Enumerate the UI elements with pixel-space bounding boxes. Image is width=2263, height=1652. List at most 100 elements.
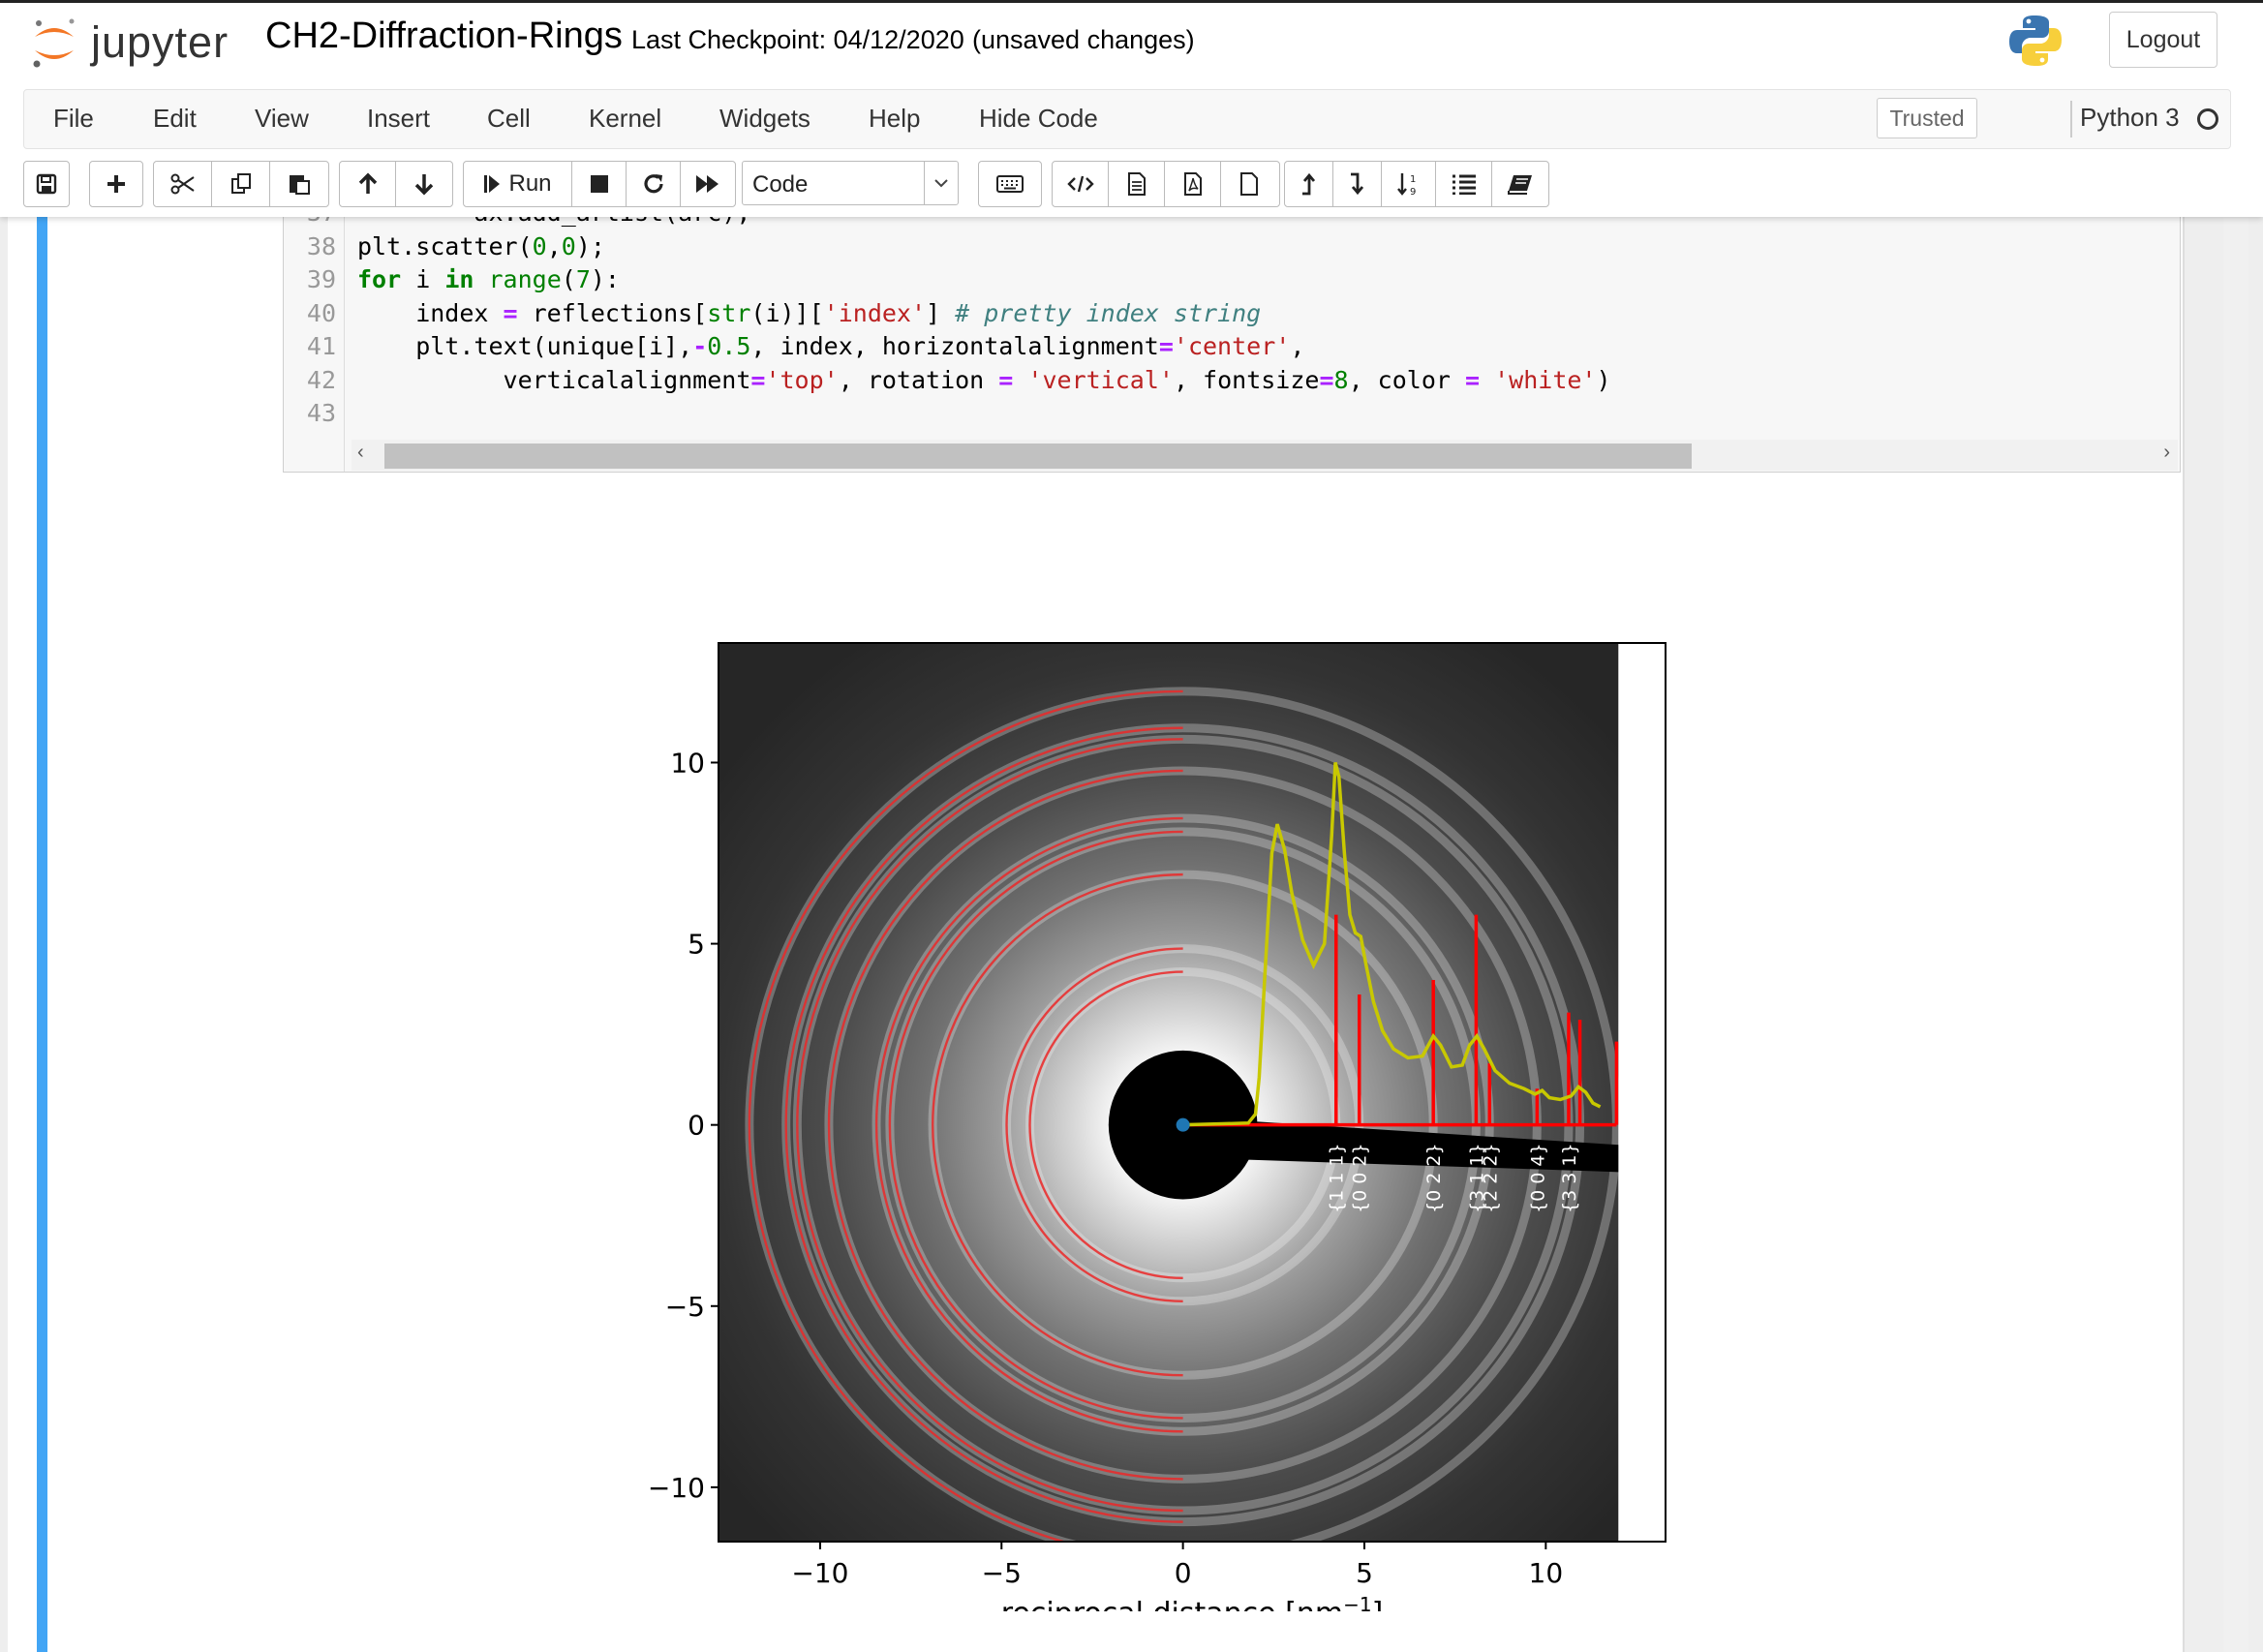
y-tick-label: 10 bbox=[670, 747, 705, 779]
python-logo-icon bbox=[2006, 12, 2064, 75]
restart-run-all-button[interactable] bbox=[681, 162, 735, 206]
copy-button[interactable] bbox=[212, 162, 270, 206]
code-source: for i in range(7): bbox=[357, 265, 620, 293]
interrupt-button[interactable] bbox=[572, 162, 627, 206]
code-line[interactable]: 38 plt.scatter(0,0); bbox=[284, 232, 2180, 265]
notebook-extension-button[interactable] bbox=[1492, 162, 1548, 206]
code-token: ( bbox=[561, 265, 576, 293]
menu-hide-code[interactable]: Hide Code bbox=[979, 104, 1098, 133]
code-token: , index, horizontalalignment bbox=[750, 332, 1159, 360]
code-token: = bbox=[503, 298, 518, 327]
ring-arc bbox=[828, 769, 1183, 1481]
list-icon bbox=[1452, 174, 1476, 195]
scroll-right-icon[interactable]: › bbox=[2163, 442, 2170, 463]
move-up-button[interactable] bbox=[340, 162, 396, 206]
vertical-scrollbar[interactable] bbox=[2223, 217, 2248, 1652]
notebook-header: jupyter CH2-Diffraction-Rings Last Check… bbox=[0, 0, 2263, 217]
menu-view[interactable]: View bbox=[255, 104, 309, 133]
notebook-page: 37 ax.add_artist(arc);38plt.scatter(0,0)… bbox=[8, 217, 2248, 1652]
menu-insert[interactable]: Insert bbox=[367, 104, 431, 133]
code-token: (i)][ bbox=[750, 298, 824, 327]
code-token: 7 bbox=[575, 265, 591, 293]
run-button[interactable]: Run bbox=[464, 162, 572, 206]
selected-cell-indicator bbox=[37, 217, 47, 1652]
restart-button[interactable] bbox=[627, 162, 681, 206]
line-number: 41 bbox=[306, 332, 336, 360]
code-cell-input[interactable]: 37 ax.add_artist(arc);38plt.scatter(0,0)… bbox=[283, 217, 2181, 473]
file-icon bbox=[1240, 172, 1258, 196]
move-down-button[interactable] bbox=[396, 162, 452, 206]
x-tick-label: 10 bbox=[1529, 1557, 1564, 1589]
code-token bbox=[474, 265, 488, 293]
code-token bbox=[1480, 366, 1494, 394]
line-number: 38 bbox=[306, 231, 336, 260]
plot-area: {1 1 1} {0 0 2} {0 2 2} {3 1 1}{2 2 2} {0 0 … bbox=[719, 643, 1666, 1542]
svg-text:1: 1 bbox=[1410, 174, 1416, 185]
kernel-divider bbox=[2070, 101, 2072, 138]
jupyter-logo[interactable]: jupyter bbox=[31, 14, 229, 72]
cut-button[interactable] bbox=[154, 162, 212, 206]
code-line[interactable]: 41 plt.text(unique[i],-0.5, index, horiz… bbox=[284, 332, 2180, 365]
code-line[interactable]: 40 index = reflections[str(i)]['index'] … bbox=[284, 299, 2180, 332]
toolbar-group-edit bbox=[153, 161, 329, 207]
menu-help[interactable]: Help bbox=[869, 104, 921, 133]
run-label: Run bbox=[508, 170, 552, 197]
ring-arc bbox=[1028, 970, 1183, 1280]
trusted-indicator[interactable]: Trusted bbox=[1877, 98, 1977, 138]
copy-icon bbox=[230, 173, 251, 194]
menu-file[interactable]: File bbox=[53, 104, 94, 133]
jupyter-logo-icon bbox=[31, 15, 77, 70]
code-icon bbox=[1066, 175, 1094, 193]
code-line[interactable]: 37 ax.add_artist(arc); bbox=[284, 217, 2180, 231]
notebook-title[interactable]: CH2-Diffraction-Rings bbox=[265, 15, 623, 56]
export-html-button[interactable] bbox=[1109, 162, 1165, 206]
code-line[interactable]: 39 for i in range(7): bbox=[284, 265, 2180, 298]
menu-kernel[interactable]: Kernel bbox=[589, 104, 662, 133]
logout-button[interactable]: Logout bbox=[2109, 12, 2217, 68]
paste-button[interactable] bbox=[270, 162, 328, 206]
diffraction-figure: {1 1 1} {0 0 2} {0 2 2} {3 1 1}{2 2 2} {0 0 … bbox=[648, 642, 1667, 1611]
menu-edit[interactable]: Edit bbox=[153, 104, 197, 133]
scroll-left-icon[interactable]: ‹ bbox=[357, 442, 364, 463]
code-line[interactable]: 42 verticalalignment='top', rotation = '… bbox=[284, 366, 2180, 399]
center-scatter-point bbox=[1176, 1117, 1190, 1132]
keyboard-icon bbox=[996, 175, 1024, 193]
y-tick-label: 0 bbox=[688, 1110, 705, 1142]
scissors-icon bbox=[170, 173, 195, 195]
code-token: range bbox=[488, 265, 562, 293]
line-number: 43 bbox=[306, 399, 336, 427]
code-source: plt.text(unique[i],-0.5, index, horizont… bbox=[357, 332, 1304, 360]
horizontal-scrollbar-thumb[interactable] bbox=[384, 444, 1692, 469]
move-cell-down-button[interactable] bbox=[1333, 162, 1382, 206]
table-of-contents-button[interactable] bbox=[1436, 162, 1492, 206]
code-token: 0 bbox=[561, 231, 576, 260]
code-token: 8 bbox=[1333, 365, 1349, 394]
code-token: ) bbox=[1596, 365, 1611, 394]
horizontal-scrollbar[interactable]: ‹ › bbox=[352, 440, 2178, 471]
menu-widgets[interactable]: Widgets bbox=[719, 104, 810, 133]
kernel-idle-icon bbox=[2197, 108, 2218, 130]
move-cell-up-button[interactable] bbox=[1285, 162, 1333, 206]
save-button[interactable] bbox=[24, 162, 69, 206]
code-line[interactable]: 43 bbox=[284, 399, 2180, 432]
export-file-button[interactable] bbox=[1221, 162, 1277, 206]
cell-type-select[interactable]: Code bbox=[742, 161, 959, 205]
code-token: 'center' bbox=[1173, 332, 1291, 360]
y-tick-label: −10 bbox=[648, 1472, 705, 1504]
command-palette-button[interactable] bbox=[979, 162, 1041, 206]
file-text-icon bbox=[1127, 172, 1146, 196]
toolbar-group-export bbox=[1052, 161, 1280, 207]
kernel-name[interactable]: Python 3 bbox=[2080, 103, 2180, 132]
menu-cell[interactable]: Cell bbox=[487, 104, 531, 133]
insert-cell-button[interactable] bbox=[90, 162, 142, 206]
line-number: 37 bbox=[288, 217, 336, 227]
export-pdf-button[interactable] bbox=[1165, 162, 1221, 206]
code-token: , bbox=[1290, 332, 1305, 360]
x-axis-ticks: −10 −5 0 5 10 bbox=[791, 1542, 1563, 1589]
code-token: str bbox=[707, 298, 751, 327]
code-token bbox=[1013, 366, 1027, 394]
toggle-code-button[interactable] bbox=[1053, 162, 1109, 206]
book-icon bbox=[1508, 175, 1532, 195]
code-token: = bbox=[998, 365, 1014, 394]
